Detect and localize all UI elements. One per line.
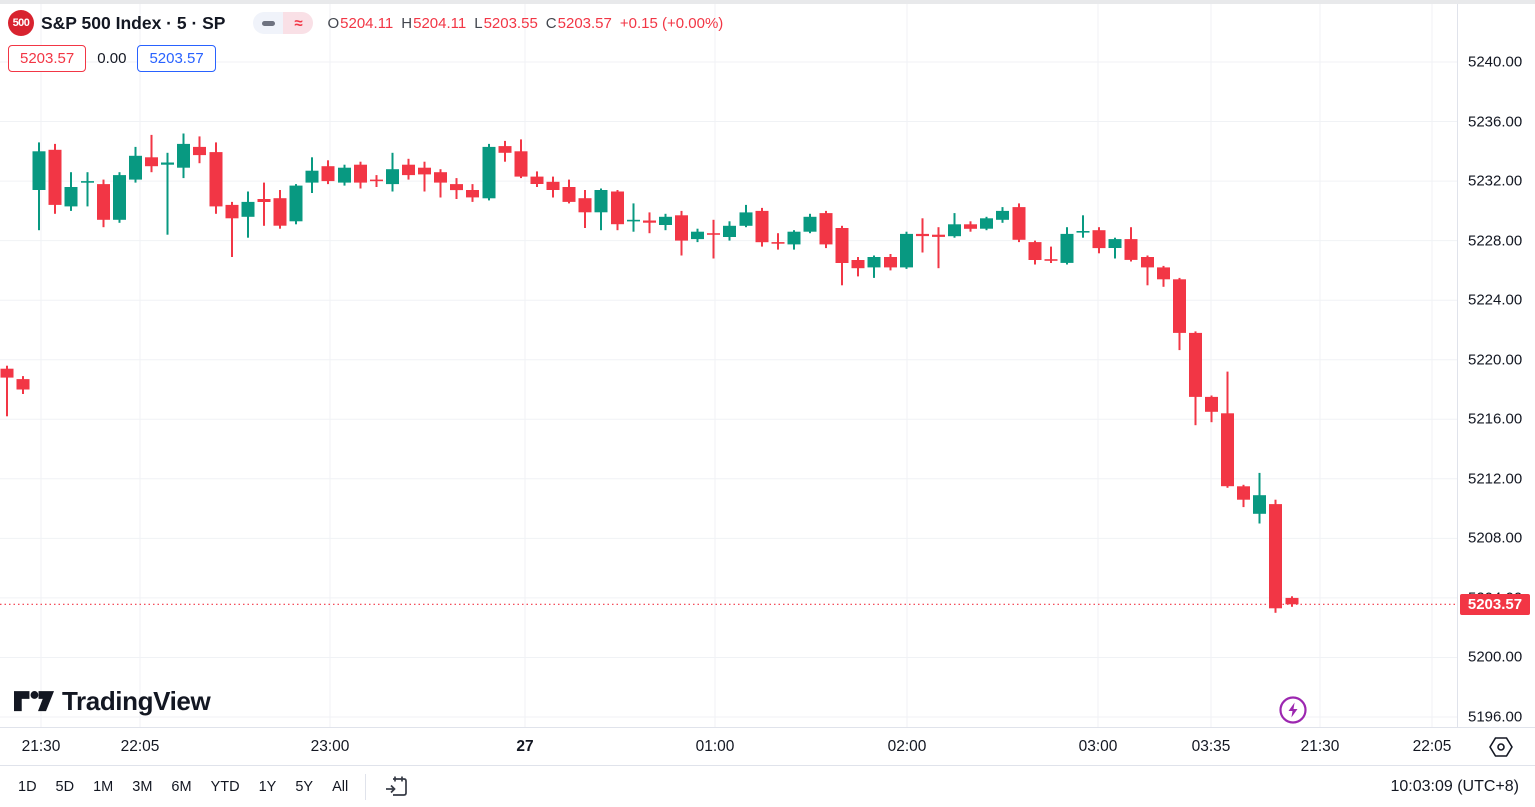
time-axis-label: 03:00 xyxy=(1078,738,1118,755)
high-label: H xyxy=(401,14,413,32)
time-axis-label: 23:00 xyxy=(310,738,350,755)
price-axis-label: 5224.00 xyxy=(1468,291,1523,309)
low-value: 5203.55 xyxy=(483,14,538,32)
high-value: 5204.11 xyxy=(413,14,467,32)
price-axis[interactable]: 5240.00 5236.00 5232.00 5228.00 5224.00 5220.… xyxy=(1457,4,1535,727)
range-6m-button[interactable]: 6M xyxy=(171,778,192,795)
range-5y-button[interactable]: 5Y xyxy=(295,778,314,795)
window-edge xyxy=(0,0,1535,4)
buy-price-button[interactable]: 5203.57 xyxy=(137,45,216,72)
time-axis-label: 22:05 xyxy=(120,738,160,755)
time-axis[interactable]: 21:30 22:05 23:00 27 01:00 02:00 03:00 03:35 21:… xyxy=(0,727,1535,766)
tradingview-logo-text: TradingView xyxy=(62,686,211,716)
lightning-icon[interactable] xyxy=(1277,694,1309,726)
time-axis-label: 21:30 xyxy=(1300,738,1340,755)
price-axis-label: 5196.00 xyxy=(1468,708,1523,726)
toolbar-divider xyxy=(365,773,367,800)
close-value: 5203.57 xyxy=(557,14,612,32)
open-value: 5204.11 xyxy=(340,14,394,32)
bottom-toolbar: 1D 5D 1M 3M 6M YTD 1Y 5Y All 10:03:09 (U… xyxy=(0,765,1535,807)
time-axis-label: 27 xyxy=(516,738,534,755)
calendar-arrow-icon xyxy=(386,776,408,796)
range-1y-button[interactable]: 1Y xyxy=(258,778,277,795)
time-axis-label: 01:00 xyxy=(695,738,735,755)
range-ytd-button[interactable]: YTD xyxy=(210,778,240,795)
time-axis-label: 22:05 xyxy=(1412,738,1452,755)
symbol-title[interactable]: S&P 500 Index · 5 · SP xyxy=(41,12,226,33)
change-value: +0.15 (+0.00%) xyxy=(619,14,724,32)
time-axis-label: 02:00 xyxy=(887,738,927,755)
price-axis-label: 5208.00 xyxy=(1468,529,1523,547)
session-clock[interactable]: 10:03:09 (UTC+8) xyxy=(1390,777,1519,795)
sell-price-button[interactable]: 5203.57 xyxy=(8,45,87,72)
axis-settings-icon[interactable] xyxy=(1489,736,1513,758)
sp500-badge-icon: 500 xyxy=(8,10,34,36)
candlestick-chart[interactable] xyxy=(0,4,1457,727)
range-all-button[interactable]: All xyxy=(332,778,349,795)
price-axis-label: 5236.00 xyxy=(1468,113,1523,131)
price-axis-label: 5216.00 xyxy=(1468,410,1523,428)
range-1m-button[interactable]: 1M xyxy=(93,778,114,795)
range-3m-button[interactable]: 3M xyxy=(132,778,153,795)
chart-style-toggle[interactable]: ≈ xyxy=(253,12,314,34)
price-axis-label: 5220.00 xyxy=(1468,351,1523,369)
price-axis-label: 5240.00 xyxy=(1468,53,1523,71)
time-axis-label: 03:35 xyxy=(1191,738,1231,755)
close-label: C xyxy=(545,14,557,32)
price-axis-label: 5232.00 xyxy=(1468,172,1523,190)
minus-icon[interactable] xyxy=(253,12,284,34)
price-axis-label: 5228.00 xyxy=(1468,232,1523,250)
open-label: O xyxy=(327,14,340,32)
approx-icon[interactable]: ≈ xyxy=(283,12,314,34)
time-axis-label: 21:30 xyxy=(21,738,61,755)
ohlc-values: O 5204.11 H 5204.11 L 5203.55 C 5203.57 +0.1… xyxy=(327,15,723,32)
date-range-bar: 1D 5D 1M 3M 6M YTD 1Y 5Y All xyxy=(16,776,350,798)
tradingview-logo[interactable]: TradingView xyxy=(14,686,211,717)
range-5d-button[interactable]: 5D xyxy=(55,778,75,795)
low-label: L xyxy=(474,14,483,32)
current-price-tag: 5203.57 xyxy=(1460,593,1530,615)
go-to-date-button[interactable] xyxy=(381,772,411,802)
price-axis-label: 5200.00 xyxy=(1468,648,1523,666)
range-1d-button[interactable]: 1D xyxy=(18,778,37,795)
spread-value: 0.00 xyxy=(97,50,127,67)
price-axis-label: 5212.00 xyxy=(1468,470,1523,488)
tradingview-logo-icon xyxy=(14,690,54,711)
